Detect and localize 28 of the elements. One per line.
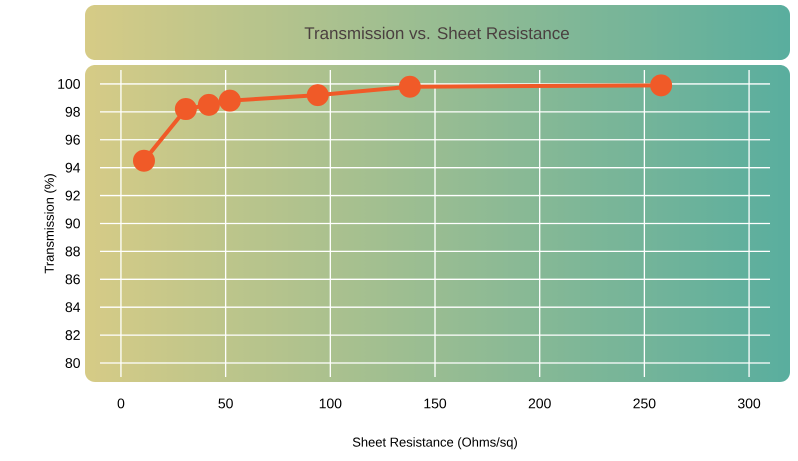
- point: [132, 150, 155, 172]
- x-tick-label: 300: [738, 398, 760, 408]
- y-tick-label: 98: [66, 106, 80, 117]
- x-axis-title: Sheet Resistance (Ohms/sq): [352, 437, 517, 450]
- y-tick-label: 86: [66, 274, 80, 284]
- y-tick-label: 92: [66, 190, 80, 201]
- y-axis-title: Transmission (%): [44, 174, 56, 274]
- y-tick-label: 100: [58, 78, 80, 89]
- x-tick-label: 0: [118, 398, 124, 408]
- x-tick-label: 200: [528, 398, 551, 408]
- y-tick-label: 94: [66, 162, 80, 173]
- point: [306, 84, 329, 106]
- chart-title: Transmission vs. Sheet Resistance: [304, 26, 569, 40]
- x-tick-label: 250: [633, 398, 656, 408]
- point: [398, 76, 421, 98]
- x-tick-label: 100: [320, 398, 342, 408]
- x-tick-label: 150: [424, 398, 446, 408]
- y-tick-label: 82: [66, 330, 80, 340]
- point: [650, 74, 672, 96]
- y-tick-label: 96: [66, 134, 80, 145]
- point: [218, 90, 241, 112]
- point: [198, 94, 220, 116]
- y-tick-label: 90: [66, 218, 80, 228]
- point: [174, 98, 197, 120]
- y-tick-label: 80: [66, 358, 80, 368]
- x-tick-label: 50: [218, 398, 233, 408]
- y-tick-label: 88: [66, 246, 80, 256]
- y-tick-label: 84: [66, 302, 80, 312]
